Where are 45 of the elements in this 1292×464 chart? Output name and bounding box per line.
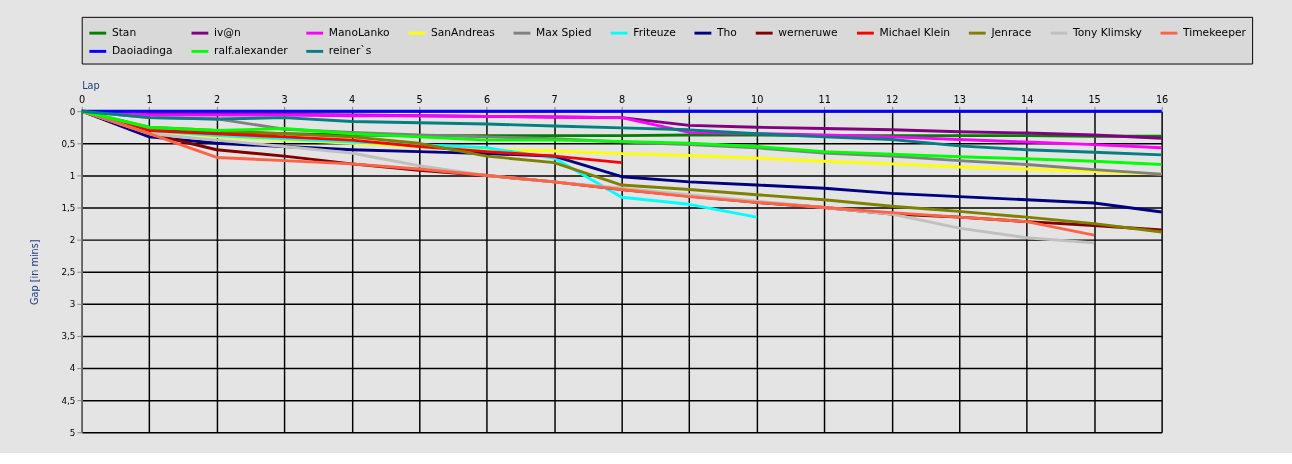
legend-label: Tho [716,26,737,40]
x-tick-label: 6 [484,93,491,105]
y-tick-label: 0,5 [61,138,76,149]
y-tick-label: 5 [69,427,76,438]
legend-label: ManoLanko [328,26,390,40]
x-tick-label: 7 [551,93,558,105]
x-tick-label: 13 [953,93,966,105]
y-tick-label: 2,5 [61,267,76,278]
y-tick-label: 1 [69,170,76,181]
x-tick-label: 4 [349,93,356,105]
y-tick-label: 4,5 [61,395,76,406]
legend-label: werneruwe [778,26,838,40]
legend-label: Max Spied [536,26,592,40]
x-tick-label: 10 [750,93,764,105]
x-tick-label: 8 [619,93,626,105]
legend-label: reiner`s [328,44,372,58]
legend-label: SanAndreas [430,26,496,40]
x-tick-label: 5 [416,93,423,105]
y-axis-title: Gap [in mins] [29,239,41,306]
x-tick-label: 14 [1020,93,1034,105]
y-tick-label: 4 [69,363,76,374]
x-tick-label: 12 [885,93,899,105]
y-tick-label: 0 [69,106,76,117]
y-tick-label: 2 [69,235,76,246]
x-tick-label: 1 [146,93,153,105]
legend-label: Jenrace [990,26,1032,40]
legend-label: iv@n [214,26,241,40]
x-axis-title: Lap [82,80,100,92]
x-tick-label: 9 [686,93,693,105]
x-tick-label: 0 [79,93,86,105]
legend-label: Daoiadinga [111,44,173,58]
legend-label: Friteuze [633,26,676,40]
legend-label: Michael Klein [879,26,951,40]
x-tick-label: 16 [1155,93,1169,105]
x-tick-label: 3 [281,93,288,105]
x-tick-label: 2 [214,93,221,105]
y-tick-label: 3 [69,299,76,310]
x-tick-label: 11 [818,93,831,105]
y-tick-label: 3,5 [61,331,76,342]
legend-label: Stan [111,26,137,40]
legend-label: Timekeeper [1182,26,1247,40]
y-tick-label: 1,5 [61,202,76,213]
x-tick-label: 15 [1088,93,1101,105]
legend-label: Tony Klimsky [1072,26,1142,40]
legend-label: ralf.alexander [214,44,289,58]
